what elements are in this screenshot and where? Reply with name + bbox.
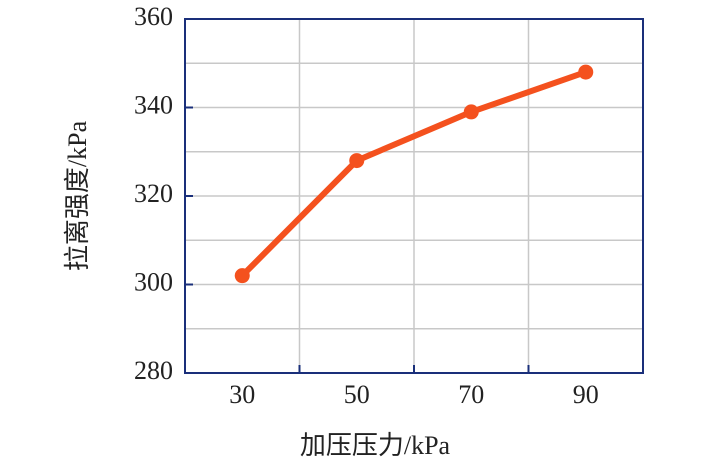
y-tick-label: 360 [134,2,173,31]
y-tick-label: 280 [134,356,173,385]
plot-frame [184,18,644,374]
y-tick-label: 340 [134,90,173,119]
x-axis-label: 加压压力/kPa [300,431,451,460]
y-axis-label: 拉离强度/kPa [63,120,92,271]
y-tick-label: 300 [134,267,173,296]
data-point [578,64,594,80]
x-tick-label: 70 [458,380,484,409]
x-tick-label: 50 [344,380,370,409]
data-point [463,104,479,120]
x-tick-label: 30 [229,380,255,409]
data-point [234,268,250,284]
data-line [240,69,587,278]
y-tick-label: 320 [134,179,173,208]
data-point [349,153,365,169]
x-tick-label: 90 [573,380,599,409]
